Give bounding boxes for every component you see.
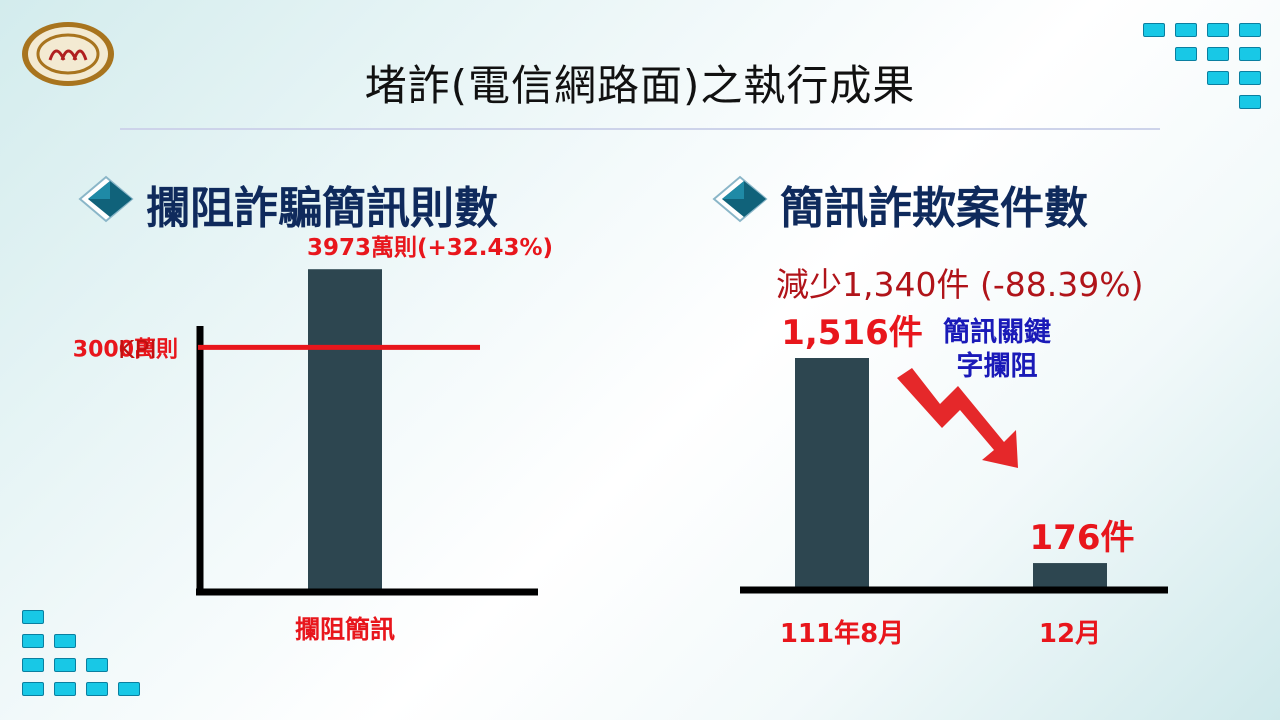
change-note: 減少1,340件 (-88.39%)	[776, 265, 1144, 304]
left-bar-0	[308, 269, 382, 589]
right-bar-0	[795, 358, 869, 587]
diamond-bullet-icon	[710, 174, 772, 235]
left-y-axis-label: KPI	[118, 335, 157, 364]
left-section-heading: 攔阻詐騙簡訊則數	[76, 172, 498, 236]
right-bar-data-label: 1,516件	[781, 313, 923, 353]
left-bar-data-label: 3973萬則(+32.43%)	[307, 235, 553, 261]
agency-logo	[20, 20, 116, 88]
left-section-heading-text: 攔阻詐騙簡訊則數	[146, 183, 498, 234]
title-divider	[120, 128, 1160, 130]
right-bar-data-label: 176件	[1030, 518, 1135, 558]
keyword-blocking-annotation: 簡訊關鍵 字攔阻	[943, 317, 1051, 382]
right-chart: 1,516件 111年8月 176件 12月	[740, 313, 1168, 649]
down-trend-arrow-icon	[897, 368, 1018, 468]
right-section-heading-text: 簡訊詐欺案件數	[780, 183, 1088, 234]
diamond-bullet-icon	[76, 174, 138, 235]
left-x-tick-label: 攔阻簡訊	[295, 615, 395, 644]
right-x-tick-label: 111年8月	[780, 618, 904, 649]
slide-title: 堵詐(電信網路面)之執行成果	[364, 61, 916, 110]
right-bar-1	[1033, 563, 1107, 587]
right-section-heading: 簡訊詐欺案件數	[710, 172, 1088, 236]
right-x-tick-label: 12月	[1039, 619, 1101, 649]
kpi-reference-label: 3000萬則	[73, 337, 178, 362]
